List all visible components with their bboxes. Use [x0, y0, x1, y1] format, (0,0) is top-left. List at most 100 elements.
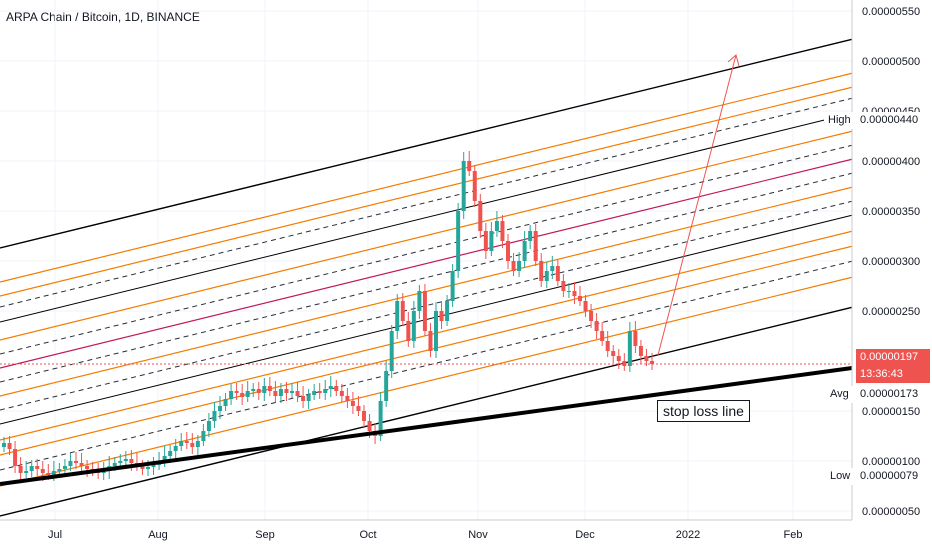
- candles: [2, 151, 654, 481]
- stop-loss-line: [0, 366, 853, 486]
- time-tick-label: Dec: [575, 529, 595, 541]
- channel-dashed-line: [0, 260, 853, 471]
- channel-orange-line: [0, 230, 853, 441]
- price-tick-label: 0.00000500: [862, 56, 920, 68]
- candle-body: [594, 321, 599, 331]
- candle-body: [511, 261, 516, 271]
- candle-body: [650, 361, 654, 364]
- candle-body: [323, 389, 328, 393]
- price-axis[interactable]: 0.000005500.000005000.000004500.00000400…: [862, 6, 920, 518]
- candle-body: [566, 291, 571, 292]
- candle-body: [57, 469, 62, 471]
- candle-body: [101, 471, 106, 473]
- stop-loss-annotation[interactable]: stop loss line: [657, 400, 750, 422]
- low-value: 0.00000079: [856, 468, 923, 485]
- candle-body: [245, 391, 250, 397]
- candle-body: [378, 401, 383, 436]
- price-tick-label: 0.00000300: [862, 256, 920, 268]
- time-tick-label: Nov: [468, 529, 488, 541]
- candle-body: [456, 211, 461, 271]
- candle-body: [489, 231, 494, 251]
- time-tick-label: Jul: [48, 529, 62, 541]
- candle-body: [555, 266, 560, 281]
- candle-body: [18, 466, 23, 473]
- time-tick-label: Feb: [784, 529, 803, 541]
- candle-body: [234, 391, 239, 393]
- candle-body: [583, 301, 588, 311]
- candle-body: [611, 351, 616, 356]
- candle-body: [206, 421, 211, 431]
- candle-body: [400, 301, 405, 321]
- candle-body: [644, 356, 649, 361]
- candle-body: [339, 391, 344, 396]
- target-arrow: [657, 54, 737, 356]
- candle-body: [483, 231, 488, 251]
- candle-body: [179, 441, 184, 446]
- candle-body: [605, 341, 610, 351]
- candle-body: [168, 451, 173, 456]
- candle-body: [251, 389, 256, 391]
- candle-body: [478, 201, 483, 231]
- candle-body: [62, 466, 67, 469]
- channel-dashed-line: [0, 200, 853, 411]
- candle-body: [223, 399, 228, 406]
- overlays: [0, 54, 853, 486]
- candle-body: [395, 301, 400, 331]
- candle-body: [201, 431, 206, 441]
- channel-center-line: [0, 158, 853, 369]
- candle-body: [334, 386, 339, 391]
- avg-value: 0.00000173: [856, 386, 923, 403]
- chart-title: ARPA Chain / Bitcoin, 1D, BINANCE: [6, 10, 200, 24]
- candle-body: [411, 311, 416, 341]
- candle-body: [350, 401, 355, 406]
- candle-body: [218, 406, 222, 411]
- price-tick-label: 0.00000400: [862, 156, 920, 168]
- channel-dashed-line: [0, 144, 853, 355]
- time-axis[interactable]: Jul Aug Sep Oct Nov Dec 2022 Feb: [48, 529, 803, 541]
- candle-body: [284, 389, 289, 393]
- candle-body: [184, 441, 189, 443]
- candle-body: [638, 346, 643, 356]
- candle-body: [79, 463, 84, 466]
- price-tick-label: 0.00000050: [862, 506, 920, 518]
- channel-orange-line: [0, 86, 853, 297]
- channel-top-line: [0, 38, 853, 249]
- candle-body: [356, 406, 361, 411]
- time-tick-label: 2022: [676, 529, 700, 541]
- candle-body: [74, 461, 78, 463]
- channel-dashed-line: [0, 97, 853, 308]
- candle-body: [627, 331, 632, 366]
- candle-body: [151, 465, 156, 467]
- avg-label: Avg: [826, 386, 853, 403]
- candle-body: [306, 395, 311, 401]
- candle-body: [522, 241, 527, 261]
- candle-body: [517, 261, 522, 271]
- candle-body: [345, 396, 350, 401]
- candle-body: [123, 459, 128, 461]
- candle-body: [140, 466, 145, 469]
- candle-body: [389, 331, 394, 371]
- candle-body: [256, 389, 261, 393]
- high-label: High: [824, 112, 855, 129]
- time-tick-label: Oct: [359, 529, 376, 541]
- candle-body: [40, 469, 45, 473]
- candle-body: [461, 161, 466, 211]
- candle-body: [46, 473, 51, 475]
- candle-body: [544, 271, 549, 281]
- candle-body: [24, 471, 29, 473]
- candle-body: [578, 296, 582, 301]
- candle-body: [68, 461, 73, 466]
- candle-body: [301, 396, 306, 401]
- candle-body: [561, 281, 566, 291]
- candle-body: [500, 221, 505, 241]
- candle-body: [312, 391, 317, 395]
- candle-body: [439, 311, 444, 321]
- channel-lines: [0, 38, 853, 517]
- candle-body: [290, 391, 294, 393]
- candle-body: [35, 466, 40, 469]
- channel-mid-line: [0, 112, 853, 323]
- candle-body: [616, 356, 621, 361]
- candle-body: [267, 386, 272, 391]
